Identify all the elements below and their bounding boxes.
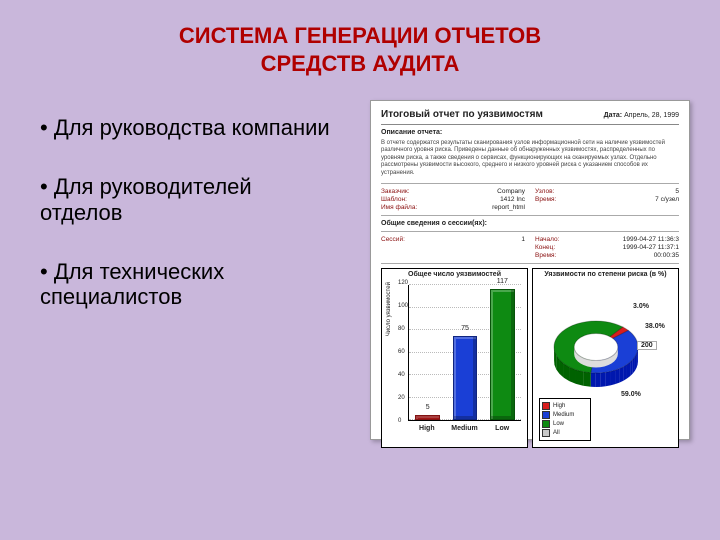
slide-title-line1: СИСТЕМА ГЕНЕРАЦИИ ОТЧЕТОВ [179, 23, 541, 48]
meta-col-left: Заказчик:CompanyШаблон:1412 IncИмя файла… [381, 188, 525, 211]
legend-row: Medium [542, 411, 588, 419]
bar: 5 [415, 415, 440, 421]
report-section-title: Общие сведения о сессии(ях): [381, 220, 679, 227]
report-meta-2: Сессий:1 Начало:1999-04-27 11:36:3Конец:… [381, 231, 679, 264]
donut-label-low: 59.0% [621, 391, 641, 398]
bullet-item: • Для руководства компании [40, 115, 340, 140]
meta-col-right: Узлов:5Время:7 с/узел [535, 188, 679, 211]
slide-title-line2: СРЕДСТВ АУДИТА [261, 51, 460, 76]
bar: 117 [490, 289, 515, 421]
donut-label-medium: 38.0% [645, 323, 665, 330]
legend-row: All [542, 429, 588, 437]
meta2-col-left: Сессий:1 [381, 236, 525, 259]
report-panel: Итоговый отчет по уязвимостям Дата: Апре… [370, 100, 690, 440]
report-date: Дата: Апрель, 28, 1999 [604, 112, 679, 119]
donut-chart: Уязвимости по степени риска (в %) 3.0% 3… [532, 268, 679, 448]
legend-row: High [542, 402, 588, 410]
donut-label-center: 200 [637, 341, 657, 350]
report-title: Итоговый отчет по уязвимостям [381, 109, 543, 120]
bar-chart: Общее число уязвимостей Число уязвимосте… [381, 268, 528, 448]
report-meta-1: Заказчик:CompanyШаблон:1412 IncИмя файла… [381, 183, 679, 216]
bar-chart-area: 5 75 117 [408, 285, 521, 421]
donut-label-high: 3.0% [633, 303, 649, 310]
bar: 75 [453, 336, 478, 420]
meta2-col-right: Начало:1999-04-27 11:36:3Конец:1999-04-2… [535, 236, 679, 259]
bullet-item: • Для руководителей отделов [40, 174, 340, 225]
bar-chart-xlabels: HighMediumLow [408, 425, 521, 437]
report-description: Описание отчета: В отчете содержатся рез… [381, 129, 679, 177]
report-header: Итоговый отчет по уязвимостям Дата: Апре… [381, 109, 679, 125]
donut-legend: HighMediumLowAll [539, 398, 591, 441]
bullet-list: • Для руководства компании • Для руковод… [40, 115, 340, 343]
slide-title: СИСТЕМА ГЕНЕРАЦИИ ОТЧЕТОВ СРЕДСТВ АУДИТА [0, 0, 720, 77]
donut-chart-title: Уязвимости по степени риска (в %) [533, 271, 678, 278]
bar-chart-ylabel: Число уязвимостей [386, 282, 392, 336]
charts-row: Общее число уязвимостей Число уязвимосте… [381, 268, 679, 448]
bullet-item: • Для технических специалистов [40, 259, 340, 310]
legend-row: Low [542, 420, 588, 428]
